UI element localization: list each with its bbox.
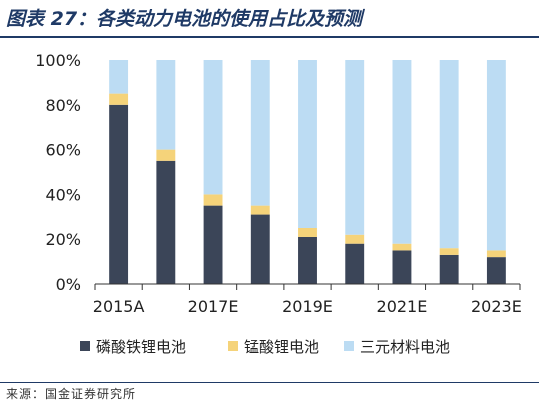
legend-label: 磷酸铁锂电池: [96, 338, 186, 356]
legend-label: 三元材料电池: [360, 338, 450, 356]
y-tick-label: 0%: [56, 275, 81, 294]
y-tick-label: 100%: [35, 51, 81, 70]
bar-segment: [486, 60, 506, 251]
legend-item: 磷酸铁锂电池: [80, 338, 186, 356]
bar-stack-2021E: [392, 60, 412, 284]
bar-segment: [392, 250, 412, 284]
x-tick-label: 2021E: [377, 297, 428, 316]
bar-stack-2015A: [109, 60, 129, 284]
bar-segment: [392, 60, 412, 244]
legend-label: 锰酸锂电池: [244, 338, 319, 356]
bar-segment: [109, 104, 129, 284]
bar-segment: [109, 60, 129, 94]
footer-divider: [0, 382, 539, 383]
bar-stack-2018E: [250, 60, 270, 284]
bar-segment: [298, 236, 317, 284]
source-note: 来源：国金证券研究所: [6, 387, 137, 401]
bar-segment: [156, 60, 176, 150]
x-tick-label: 2023E: [471, 297, 522, 316]
x-axis: 2015A 2017E 2019E 2021E 2023E: [93, 283, 522, 316]
bar-stack-2022E: [439, 60, 459, 284]
bar-segment: [439, 248, 459, 255]
bar-segment: [486, 257, 506, 284]
bar-stack-2016E: [156, 60, 176, 284]
bar-segment: [156, 149, 176, 161]
bar-segment: [250, 214, 270, 284]
legend-item: 三元材料电池: [344, 338, 450, 356]
legend-item: 锰酸锂电池: [228, 338, 319, 356]
y-tick-label: 80%: [45, 96, 81, 115]
title-divider: [0, 36, 539, 38]
bar-segment: [156, 160, 176, 284]
bar-segment: [109, 93, 129, 105]
bar-segment: [439, 254, 459, 284]
bar-segment: [345, 60, 365, 235]
bar-segment: [203, 194, 223, 206]
y-tick-label: 40%: [45, 185, 81, 204]
legend-swatch: [228, 341, 238, 351]
bar-segment: [486, 250, 506, 258]
y-tick-label: 60%: [45, 141, 81, 160]
bar-segment: [392, 243, 412, 251]
bars: [109, 60, 506, 284]
bar-segment: [345, 243, 365, 284]
legend: 磷酸铁锂电池 锰酸锂电池 三元材料电池: [80, 338, 450, 356]
bar-segment: [250, 205, 270, 215]
bar-segment: [203, 205, 223, 284]
bar-stack-2019E: [298, 60, 317, 284]
stacked-bar-chart: 0%20%40%60%80%100% 2015A 2017E 2019E 2021E 2…: [35, 51, 522, 356]
bar-segment: [439, 60, 459, 249]
x-tick-label: 2019E: [282, 297, 333, 316]
bar-stack-2017E: [203, 60, 223, 284]
bar-segment: [250, 60, 270, 206]
x-tick-label: 2015A: [93, 297, 145, 316]
legend-swatch: [80, 341, 90, 351]
legend-swatch: [344, 341, 354, 351]
bar-segment: [298, 60, 317, 228]
x-tick-label: 2017E: [188, 297, 239, 316]
figure-title: 图表 27：各类动力电池的使用占比及预测: [6, 8, 363, 30]
y-axis: 0% 20% 40% 60% 80% 100%: [35, 51, 81, 294]
bar-segment: [203, 60, 223, 195]
bar-segment: [345, 234, 365, 244]
bar-segment: [298, 228, 317, 237]
bar-stack-2023E: [486, 60, 506, 284]
bar-stack-2020E: [345, 60, 365, 284]
y-tick-label: 20%: [45, 230, 81, 249]
